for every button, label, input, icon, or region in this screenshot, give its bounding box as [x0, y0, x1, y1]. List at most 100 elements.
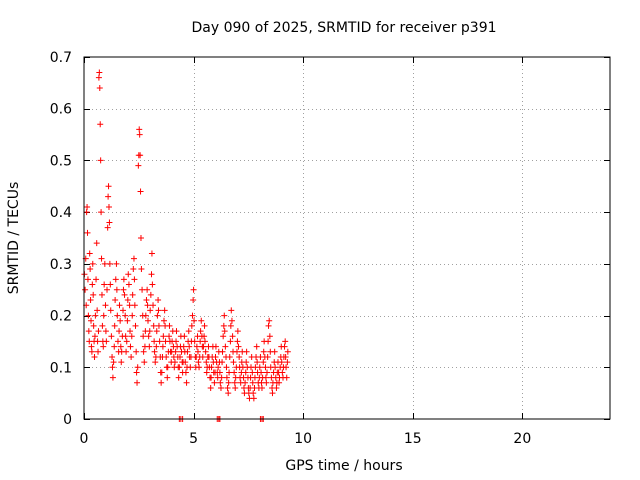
data-point — [129, 312, 136, 319]
data-point — [234, 338, 241, 345]
data-point — [122, 312, 129, 319]
data-point — [266, 317, 273, 324]
data-point — [140, 348, 147, 355]
data-point — [88, 343, 95, 350]
data-point — [158, 369, 165, 376]
data-point — [137, 188, 144, 195]
data-point — [203, 369, 210, 376]
data-point — [242, 369, 249, 376]
data-point — [96, 69, 103, 76]
data-point — [264, 369, 271, 376]
data-point — [201, 322, 208, 329]
y-tick-label: 0.3 — [50, 257, 72, 273]
data-point — [249, 369, 256, 376]
data-point — [264, 353, 271, 360]
data-point — [243, 359, 250, 366]
data-point — [112, 297, 119, 304]
y-tick-label: 0.7 — [50, 50, 72, 66]
data-point — [140, 333, 147, 340]
data-point — [266, 333, 273, 340]
x-tick-label: 15 — [404, 431, 422, 447]
data-point — [231, 369, 238, 376]
data-point — [105, 203, 112, 210]
data-point — [175, 374, 182, 381]
data-point — [250, 395, 257, 402]
data-point — [114, 312, 121, 319]
data-point — [226, 353, 233, 360]
data-point — [120, 286, 127, 293]
chart-title: Day 090 of 2025, SRMTID for receiver p39… — [191, 20, 496, 36]
grid-layer — [84, 57, 610, 419]
y-tick-label: 0.5 — [50, 153, 72, 169]
data-point — [208, 364, 215, 371]
data-point — [282, 353, 289, 360]
data-point — [182, 359, 189, 366]
data-point — [235, 343, 242, 350]
data-point — [229, 333, 236, 340]
data-point — [282, 338, 289, 345]
data-point — [190, 286, 197, 293]
data-point — [134, 379, 141, 386]
data-point — [207, 384, 214, 391]
data-point — [221, 312, 228, 319]
x-tick-label-layer: 0 5 10 15 20 — [80, 431, 532, 447]
data-point — [203, 359, 210, 366]
data-point — [96, 85, 103, 92]
data-point — [131, 276, 138, 283]
data-point — [133, 369, 140, 376]
data-point — [227, 338, 234, 345]
data-point — [126, 302, 133, 309]
data-point — [176, 353, 183, 360]
data-point — [83, 209, 90, 216]
data-point — [109, 364, 116, 371]
data-point — [190, 297, 197, 304]
data-point — [148, 250, 155, 257]
data-point — [89, 260, 96, 267]
data-point — [258, 384, 265, 391]
data-point — [99, 322, 106, 329]
data-point — [198, 317, 205, 324]
data-point — [228, 307, 235, 314]
data-point — [193, 343, 200, 350]
data-point — [219, 348, 226, 355]
data-point — [151, 348, 158, 355]
data-point — [144, 286, 151, 293]
data-point — [95, 328, 102, 335]
data-point — [85, 312, 92, 319]
data-point — [164, 374, 171, 381]
data-point — [260, 348, 267, 355]
data-point — [221, 328, 228, 335]
data-point — [144, 302, 151, 309]
data-point — [212, 353, 219, 360]
data-point — [156, 338, 163, 345]
data-point — [117, 343, 124, 350]
data-point — [86, 250, 93, 257]
data-point — [91, 333, 98, 340]
data-point — [215, 364, 222, 371]
data-point — [107, 307, 114, 314]
data-point — [218, 374, 225, 381]
data-point — [258, 369, 265, 376]
data-point — [102, 302, 109, 309]
data-point — [222, 343, 229, 350]
data-point — [84, 276, 91, 283]
data-point — [124, 297, 131, 304]
data-point — [113, 260, 120, 267]
data-point — [224, 384, 231, 391]
data-point — [144, 317, 151, 324]
data-point — [109, 353, 116, 360]
x-tick-label: 10 — [294, 431, 312, 447]
data-point — [253, 343, 260, 350]
data-point — [183, 379, 190, 386]
y-tick-label: 0.6 — [50, 102, 72, 118]
data-point — [130, 255, 137, 262]
data-point — [146, 343, 153, 350]
data-point — [127, 328, 134, 335]
data-point — [102, 328, 109, 335]
data-point — [147, 291, 154, 298]
data-point — [173, 338, 180, 345]
data-point — [223, 364, 230, 371]
data-point — [234, 328, 241, 335]
data-point — [172, 348, 179, 355]
data-point — [180, 343, 187, 350]
